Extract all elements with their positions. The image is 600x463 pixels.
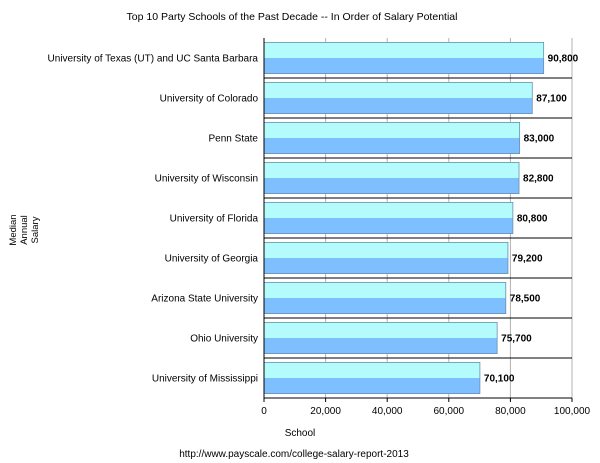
bar-top-half	[264, 162, 520, 178]
chart-title: Top 10 Party Schools of the Past Decade …	[127, 11, 458, 23]
y-axis-label-line: Salary	[30, 216, 41, 243]
x-axis-label: School	[285, 428, 316, 439]
bar-bottom-half	[264, 378, 480, 394]
y-axis-label-line: Annual	[19, 215, 30, 245]
x-tick-label: 20,000	[310, 406, 341, 417]
value-label: 90,800	[548, 54, 579, 65]
category-label: University of Mississippi	[152, 374, 258, 385]
value-label: 83,000	[524, 134, 555, 145]
axes	[263, 38, 572, 399]
category-labels: University of Texas (UT) and UC Santa Ba…	[48, 54, 259, 385]
value-label: 70,100	[484, 374, 515, 385]
bar-bottom-half	[264, 338, 498, 354]
x-tick-label: 100,000	[554, 406, 591, 417]
x-axis-ticks: 0 20,000 40,000 60,000 80,000 100,000	[261, 398, 591, 417]
x-tick-label: 40,000	[372, 406, 403, 417]
value-label: 78,500	[510, 294, 541, 305]
category-label: University of Georgia	[165, 254, 259, 265]
bar	[263, 321, 498, 354]
category-label: University of Wisconsin	[155, 174, 258, 185]
bar-bottom-half	[264, 138, 520, 154]
source-url: http://www.payscale.com/college-salary-r…	[179, 449, 409, 460]
bar-bottom-half	[264, 218, 513, 234]
value-labels: 90,800 87,100 83,000 82,800 80,800 79,200 78,5…	[484, 54, 579, 385]
x-tick-label: 0	[261, 406, 267, 417]
category-label: University of Florida	[170, 214, 259, 225]
bar-top-half	[264, 42, 544, 58]
bar-top-half	[264, 362, 480, 378]
x-tick-label: 60,000	[434, 406, 465, 417]
y-axis-label: Median Annual Salary	[8, 214, 41, 245]
bar-bottom-half	[264, 58, 544, 74]
bar-top-half	[264, 202, 513, 218]
category-label: Ohio University	[190, 334, 258, 345]
category-label: Penn State	[209, 134, 259, 145]
bar-top-half	[264, 322, 498, 338]
bar-top-half	[264, 82, 533, 98]
bar-top-half	[264, 242, 508, 258]
bar	[263, 161, 520, 194]
bar	[263, 241, 509, 274]
bar-bottom-half	[264, 178, 520, 194]
bar-top-half	[264, 282, 506, 298]
bar-bottom-half	[264, 258, 508, 274]
row-separators	[264, 77, 572, 359]
bar	[263, 42, 545, 75]
category-label: University of Colorado	[160, 94, 259, 105]
value-label: 79,200	[512, 254, 543, 265]
y-axis-label-line: Median	[8, 214, 19, 245]
bar	[263, 82, 533, 115]
value-label: 87,100	[536, 94, 567, 105]
category-label: University of Texas (UT) and UC Santa Ba…	[48, 54, 259, 65]
value-label: 80,800	[517, 214, 548, 225]
value-label: 82,800	[523, 174, 554, 185]
value-label: 75,700	[501, 334, 532, 345]
bar	[263, 122, 521, 155]
bar	[263, 361, 481, 394]
bar-bottom-half	[264, 298, 506, 314]
x-tick-label: 80,000	[495, 406, 526, 417]
bar-top-half	[264, 122, 520, 138]
bar	[263, 201, 514, 234]
bars	[263, 42, 545, 394]
bar	[263, 281, 507, 314]
bar-bottom-half	[264, 98, 533, 114]
category-label: Arizona State University	[151, 294, 258, 305]
